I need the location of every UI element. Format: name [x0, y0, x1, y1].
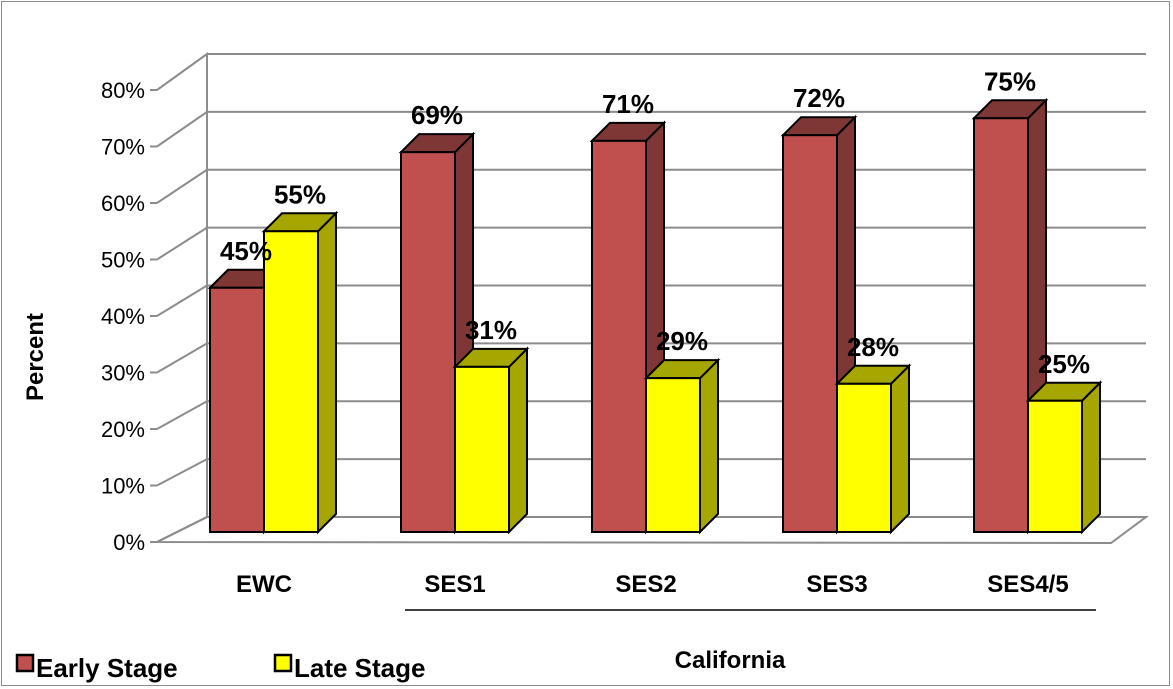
legend-swatch-late — [273, 653, 293, 673]
gridline-diagonal — [156, 226, 208, 261]
data-label: 28% — [847, 332, 899, 362]
y-tick-label: 70% — [101, 135, 145, 160]
legend-swatch-early — [15, 653, 35, 673]
y-axis-ticks: 0% 10% 20% 30% 40% 50% 60% 70% 80% — [101, 78, 145, 555]
bar-late-stage-ses3 — [834, 363, 912, 535]
gridline-diagonal — [156, 516, 208, 543]
bar-late-stage-ses45 — [1025, 380, 1103, 535]
data-label: 69% — [411, 100, 463, 130]
x-category-label: SES1 — [424, 571, 485, 598]
bar-late-stage-ses2 — [643, 357, 721, 535]
side-wall — [156, 52, 208, 543]
data-label: 31% — [465, 315, 517, 345]
bar-late-stage-ses1 — [452, 346, 530, 535]
y-tick-label: 50% — [101, 248, 145, 273]
y-tick-label: 20% — [101, 417, 145, 442]
x-category-label: SES3 — [806, 571, 867, 598]
x-category-label: SES4/5 — [987, 571, 1068, 598]
bar-late-stage-ewc — [261, 210, 339, 535]
y-tick-label: 80% — [101, 78, 145, 103]
y-tick-label: 10% — [101, 474, 145, 499]
gridline-diagonal — [156, 284, 208, 317]
y-tick-label: 60% — [101, 191, 145, 216]
data-label: 72% — [793, 83, 845, 113]
x-group-label: California — [675, 647, 786, 674]
y-tick-label: 0% — [113, 530, 145, 555]
data-label: 55% — [274, 179, 326, 209]
data-label: 71% — [602, 89, 654, 119]
gridline-diagonal — [156, 400, 208, 430]
gridline-diagonal — [156, 342, 208, 374]
x-category-label: EWC — [236, 571, 292, 598]
gridline-diagonal — [156, 458, 208, 487]
y-tick-label: 40% — [101, 304, 145, 329]
data-label: 45% — [220, 236, 272, 266]
data-label: 25% — [1038, 349, 1090, 379]
data-label: 29% — [656, 326, 708, 356]
data-labels: 45%55% 69% 31% 71% 29% 72% 28% 75% 25% — [220, 66, 1090, 379]
y-tick-label: 30% — [101, 361, 145, 386]
data-label: 75% — [984, 66, 1036, 96]
gridline-diagonal — [156, 111, 208, 148]
y-axis-title: Percent — [22, 313, 49, 401]
x-axis-categories: EWC SES1 SES2 SES3 SES4/5 — [236, 571, 1069, 598]
legend-label-late: Late Stage — [294, 653, 426, 683]
legend-label-early: Early Stage — [36, 653, 178, 683]
bars — [207, 97, 1103, 535]
legend: Early Stage Late Stage — [15, 653, 426, 683]
gridline-diagonal — [156, 53, 208, 91]
gridline-diagonal — [156, 168, 208, 204]
x-category-label: SES2 — [615, 571, 676, 598]
